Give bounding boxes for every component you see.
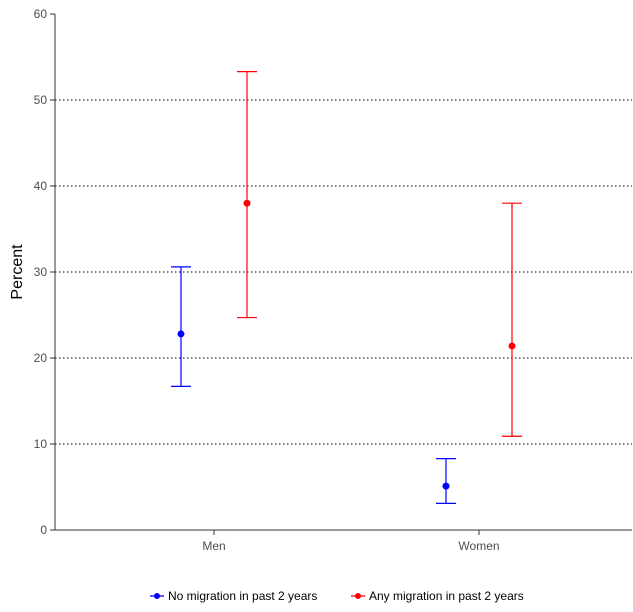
- y-tick-label: 40: [34, 179, 48, 193]
- data-point: [442, 482, 450, 490]
- y-tick-label: 30: [34, 265, 48, 279]
- y-tick-label: 20: [34, 351, 48, 365]
- legend: No migration in past 2 years Any migratio…: [150, 589, 524, 603]
- data-point: [177, 330, 185, 338]
- legend-key-point: [154, 593, 160, 599]
- x-tick-label: Women: [458, 539, 499, 553]
- legend-label: No migration in past 2 years: [168, 589, 317, 603]
- y-tick-label: 60: [34, 7, 48, 21]
- legend-key-point: [355, 593, 361, 599]
- y-tick-label: 50: [34, 93, 48, 107]
- legend-label: Any migration in past 2 years: [369, 589, 524, 603]
- data-point: [243, 199, 251, 207]
- y-tick-label: 10: [34, 437, 48, 451]
- gridlines: [55, 99, 632, 445]
- x-axis-ticks: Men Women: [202, 530, 500, 553]
- y-axis-title: Percent: [9, 244, 26, 300]
- data-marks: [171, 71, 522, 504]
- data-point: [508, 342, 516, 350]
- x-tick-label: Men: [202, 539, 225, 553]
- y-tick-label: 0: [40, 523, 47, 537]
- y-axis-ticks: 0 10 20 30 40 50 60: [34, 7, 55, 537]
